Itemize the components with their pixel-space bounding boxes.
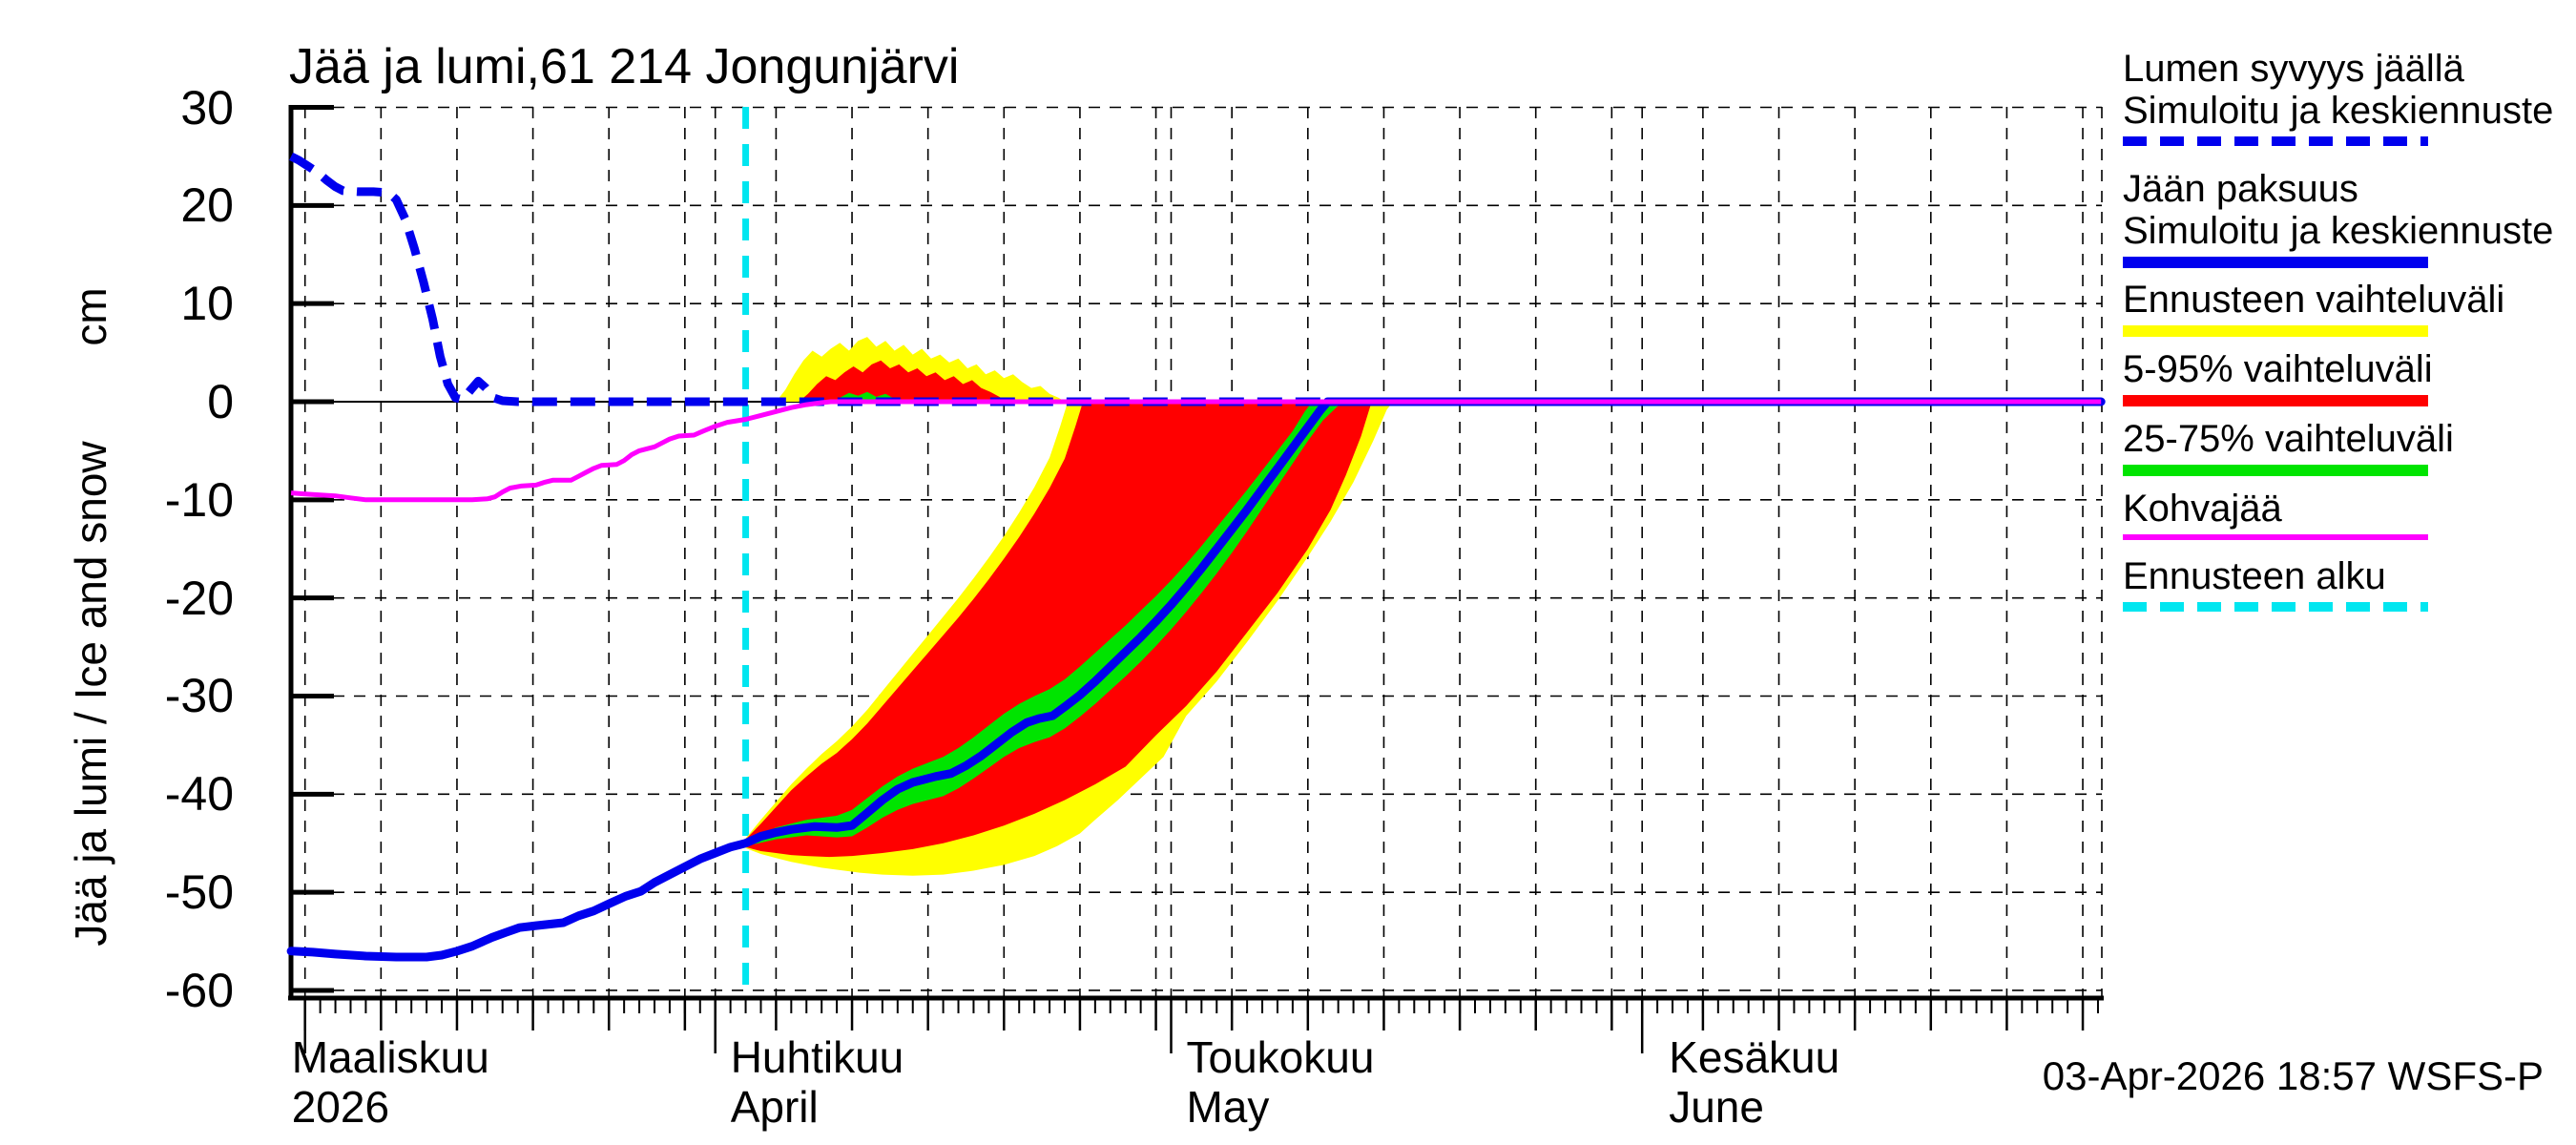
- forecast-bands: [745, 337, 1393, 876]
- legend-label: 25-75% vaihteluväli: [2123, 418, 2454, 460]
- month-label: Maaliskuu 2026: [291, 1032, 489, 1132]
- legend-line-swatch: [2123, 257, 2428, 268]
- month-label: Huhtikuu April: [730, 1032, 904, 1132]
- legend-line-swatch: [2123, 602, 2428, 612]
- y-tick-label: -10: [164, 472, 234, 527]
- snow-band: [799, 360, 1008, 402]
- legend-line-swatch: [2123, 395, 2428, 406]
- legend-label: Kohvajää: [2123, 488, 2282, 530]
- month-label: Toukokuu May: [1186, 1032, 1375, 1132]
- legend-item: Jään paksuus Simuloitu ja keskiennuste: [2123, 168, 2553, 268]
- y-tick-label: 30: [180, 80, 234, 135]
- y-tick-label: -20: [164, 571, 234, 625]
- y-tick-label: -30: [164, 669, 234, 723]
- y-tick-label: 10: [180, 277, 234, 331]
- legend-item: Kohvajää: [2123, 488, 2428, 540]
- month-label: Kesäkuu June: [1669, 1032, 1840, 1132]
- legend-label: Lumen syvyys jäällä: [2123, 48, 2464, 90]
- footer-timestamp: 03-Apr-2026 18:57 WSFS-P: [2042, 1053, 2544, 1098]
- y-tick-label: 20: [180, 178, 234, 233]
- legend-line-swatch: [2123, 136, 2428, 146]
- legend-line-swatch: [2123, 534, 2428, 540]
- legend-item: 25-75% vaihteluväli: [2123, 418, 2454, 476]
- legend-label-2: Simuloitu ja keskiennuste: [2123, 210, 2554, 252]
- legend-item: Ennusteen vaihteluväli: [2123, 279, 2504, 337]
- legend-line-swatch: [2123, 325, 2428, 337]
- legend-item: Lumen syvyys jäällä Simuloitu ja keskienn…: [2123, 48, 2553, 146]
- legend-label-2: Simuloitu ja keskiennuste: [2123, 90, 2554, 132]
- y-tick-label: -50: [164, 865, 234, 920]
- series-lines: [286, 152, 2106, 962]
- y-tick-label: -60: [164, 963, 234, 1017]
- legend-label: Jään paksuus: [2123, 168, 2358, 210]
- legend-item: Ennusteen alku: [2123, 555, 2428, 612]
- ice-thickness-line: [286, 397, 2106, 962]
- band: [745, 402, 1372, 858]
- y-tick-label: -40: [164, 767, 234, 822]
- snow-depth-line: [289, 152, 2102, 406]
- axes: [288, 105, 2104, 1053]
- legend-line-swatch: [2123, 465, 2428, 476]
- chart-title: Jää ja lumi,61 214 Jongunjärvi: [289, 39, 960, 94]
- band: [745, 402, 1348, 846]
- kohvajaa-line: [290, 399, 2102, 503]
- legend-label: Ennusteen alku: [2123, 555, 2386, 597]
- legend-label: 5-95% vaihteluväli: [2123, 348, 2433, 390]
- legend-label: Ennusteen vaihteluväli: [2123, 279, 2505, 321]
- legend-item: 5-95% vaihteluväli: [2123, 348, 2433, 406]
- y-tick-label: 0: [207, 375, 234, 428]
